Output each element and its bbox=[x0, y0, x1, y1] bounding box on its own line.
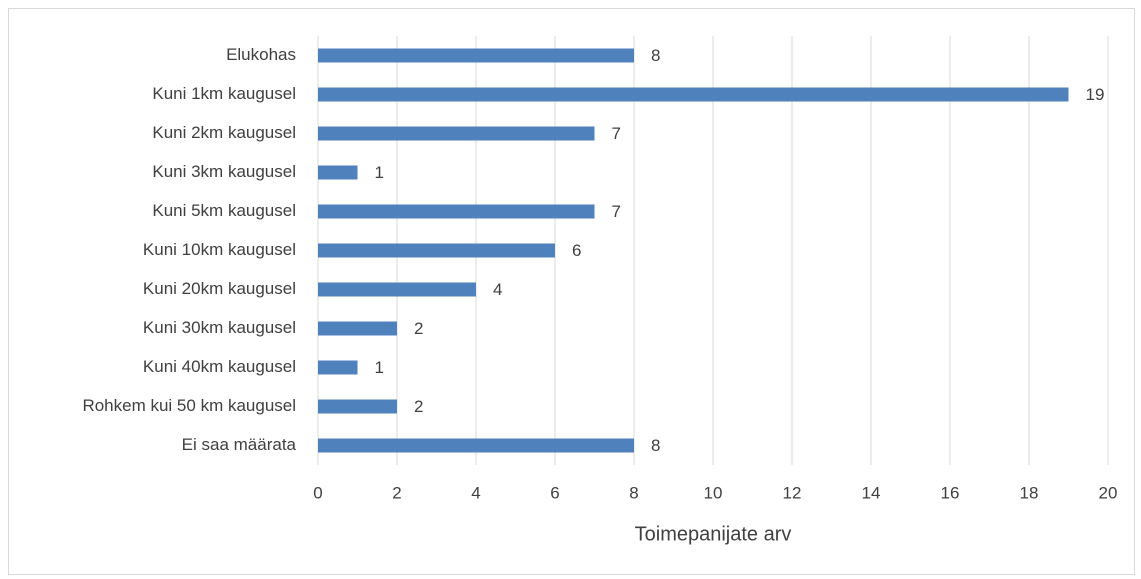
bar bbox=[318, 399, 397, 414]
bar bbox=[318, 87, 1069, 102]
bar bbox=[318, 321, 397, 336]
data-label: 4 bbox=[493, 280, 502, 299]
x-tick-label: 12 bbox=[783, 483, 802, 502]
data-label: 19 bbox=[1086, 85, 1105, 104]
x-tick-label: 0 bbox=[313, 483, 322, 502]
y-tick-label: Kuni 1km kaugusel bbox=[152, 84, 296, 103]
x-tick-label: 4 bbox=[471, 483, 480, 502]
y-tick-label: Rohkem kui 50 km kaugusel bbox=[82, 396, 296, 415]
y-tick-label: Ei saa määrata bbox=[182, 435, 297, 454]
y-tick-label: Kuni 40km kaugusel bbox=[143, 357, 296, 376]
x-tick-label: 2 bbox=[392, 483, 401, 502]
y-tick-label: Kuni 10km kaugusel bbox=[143, 240, 296, 259]
bar bbox=[318, 438, 634, 453]
data-label: 2 bbox=[414, 397, 423, 416]
data-label: 8 bbox=[651, 436, 660, 455]
data-label: 8 bbox=[651, 46, 660, 65]
x-tick-label: 18 bbox=[1020, 483, 1039, 502]
x-tick-label: 20 bbox=[1099, 483, 1118, 502]
y-tick-label: Kuni 30km kaugusel bbox=[143, 318, 296, 337]
x-axis-title: Toimepanijate arv bbox=[635, 523, 792, 545]
chart-border bbox=[8, 8, 1135, 575]
x-tick-label: 10 bbox=[704, 483, 723, 502]
bar bbox=[318, 126, 595, 141]
bar bbox=[318, 165, 358, 180]
y-tick-label: Kuni 5km kaugusel bbox=[152, 201, 296, 220]
bar bbox=[318, 360, 358, 375]
y-tick-label: Kuni 3km kaugusel bbox=[152, 162, 296, 181]
y-tick-label: Kuni 2km kaugusel bbox=[152, 123, 296, 142]
y-tick-label: Kuni 20km kaugusel bbox=[143, 279, 296, 298]
data-label: 7 bbox=[612, 124, 621, 143]
data-label: 7 bbox=[612, 202, 621, 221]
data-label: 1 bbox=[375, 358, 384, 377]
data-label: 1 bbox=[375, 163, 384, 182]
x-tick-label: 6 bbox=[550, 483, 559, 502]
data-label: 6 bbox=[572, 241, 581, 260]
y-tick-label: Elukohas bbox=[226, 45, 296, 64]
x-tick-label: 8 bbox=[629, 483, 638, 502]
bar bbox=[318, 48, 634, 63]
bar bbox=[318, 243, 555, 258]
data-label: 2 bbox=[414, 319, 423, 338]
x-tick-label: 14 bbox=[862, 483, 881, 502]
bar bbox=[318, 282, 476, 297]
x-tick-label: 16 bbox=[941, 483, 960, 502]
bar bbox=[318, 204, 595, 219]
